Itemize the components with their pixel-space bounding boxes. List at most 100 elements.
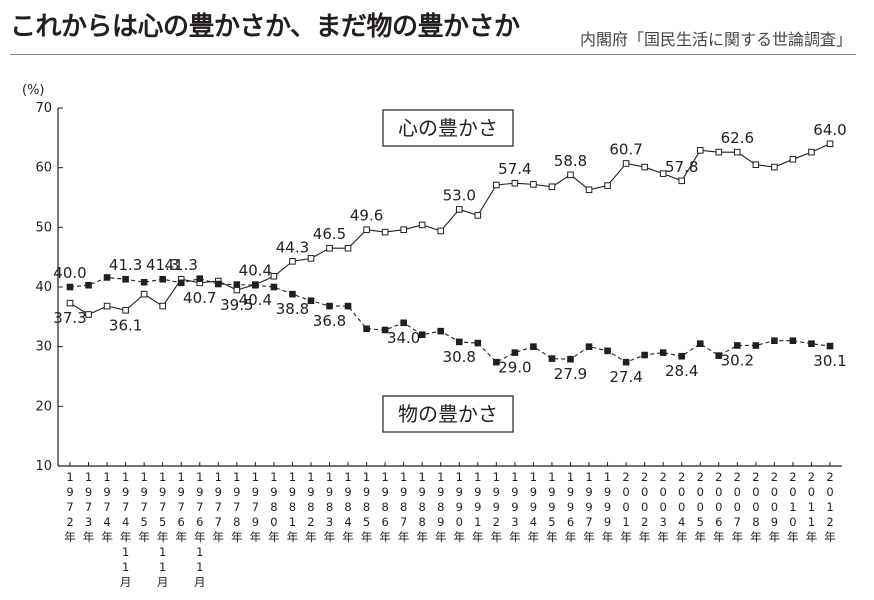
data-point <box>826 140 834 148</box>
page-title: これからは心の豊かさか、まだ物の豊かさか <box>10 12 520 42</box>
data-point <box>85 281 92 289</box>
data-label: 38.8 <box>276 300 309 318</box>
data-point <box>326 302 333 310</box>
data-point <box>455 338 463 346</box>
data-point <box>474 339 482 347</box>
data-point <box>400 226 407 234</box>
data-label: 53.0 <box>443 186 476 204</box>
data-point <box>418 331 426 339</box>
data-point <box>418 221 426 229</box>
data-point <box>252 281 259 289</box>
y-axis-unit: (%) <box>22 83 45 98</box>
data-point <box>344 302 352 310</box>
data-point <box>474 212 482 219</box>
y-tick-label: 20 <box>35 399 52 414</box>
data-point <box>659 170 667 177</box>
data-point <box>771 163 778 171</box>
data-point <box>604 182 611 189</box>
y-tick-label: 40 <box>35 280 52 295</box>
y-tick-label: 70 <box>35 101 52 116</box>
title-rule <box>10 54 856 55</box>
data-point <box>567 355 574 363</box>
data-point <box>641 351 648 359</box>
data-point <box>122 306 129 314</box>
data-point <box>381 326 389 334</box>
data-point <box>585 186 593 194</box>
data-point <box>140 278 148 286</box>
data-point <box>159 275 166 283</box>
data-point <box>826 342 834 350</box>
y-tick-label: 10 <box>35 459 52 474</box>
data-point <box>530 343 537 350</box>
data-point <box>696 147 704 154</box>
data-label: 27.4 <box>609 368 642 386</box>
data-point <box>270 272 278 280</box>
data-point <box>233 281 241 288</box>
data-point <box>715 148 723 156</box>
data-label: 28.4 <box>665 362 698 380</box>
data-point <box>214 280 222 288</box>
data-point <box>641 163 648 171</box>
data-point <box>122 275 129 283</box>
data-label: 29.0 <box>498 359 531 377</box>
data-label: 57.8 <box>665 158 698 176</box>
data-point <box>437 327 445 335</box>
data-point <box>715 352 723 359</box>
data-point <box>659 349 667 356</box>
data-label: 49.6 <box>350 207 383 225</box>
data-point <box>752 161 760 168</box>
data-point <box>103 302 111 310</box>
y-tick-label: 30 <box>35 340 52 355</box>
data-point <box>734 342 741 349</box>
data-label: 41.3 <box>146 256 179 274</box>
data-point <box>696 340 704 347</box>
data-label: 44.3 <box>276 238 309 256</box>
data-point <box>437 227 445 235</box>
data-label: 46.5 <box>313 225 346 243</box>
data-point <box>344 244 352 252</box>
data-point <box>789 337 797 344</box>
data-label: 39.5 <box>220 296 253 314</box>
data-point <box>752 342 760 349</box>
data-label: 27.9 <box>554 365 587 383</box>
data-labels: 37.3 36.141.340.7 39.540.444.346.549.653.0… <box>53 121 846 386</box>
data-point <box>734 148 741 156</box>
data-point <box>363 226 370 234</box>
data-point <box>159 302 166 310</box>
data-point <box>493 181 500 189</box>
data-point <box>585 343 593 350</box>
data-point <box>196 275 204 282</box>
data-point <box>140 290 148 298</box>
series-group <box>66 140 834 366</box>
data-point <box>66 299 74 307</box>
data-label: 40.0 <box>53 264 86 282</box>
data-label: 57.4 <box>498 160 531 178</box>
data-point <box>548 183 556 191</box>
data-label: 60.7 <box>609 140 642 158</box>
source-note: 内閣府「国民生活に関する世論調査」 <box>579 30 852 49</box>
data-point <box>326 244 333 252</box>
series-callout-box <box>382 395 514 433</box>
